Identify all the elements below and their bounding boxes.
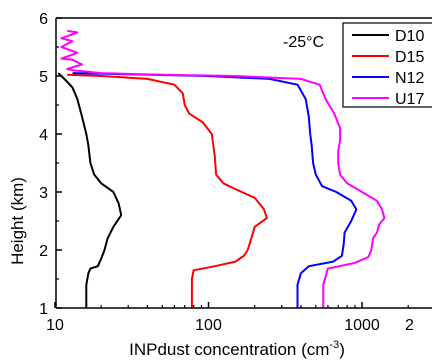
y-tick-label: 5 — [39, 69, 48, 86]
y-tick-label: 2 — [39, 243, 48, 260]
series-line-D15 — [67, 73, 268, 308]
x-tick-label: 1000 — [344, 317, 380, 334]
legend-label-U17: U17 — [395, 91, 424, 108]
y-tick-label: 4 — [39, 127, 48, 144]
y-tick-label: 6 — [39, 11, 48, 28]
series-line-U17 — [60, 29, 386, 308]
legend-label-D10: D10 — [395, 28, 424, 45]
x-tick-label-partial: 2 — [405, 317, 414, 334]
y-axis-title: Height (km) — [8, 177, 27, 265]
y-tick-label: 1 — [39, 301, 48, 318]
x-axis-title: INPdust concentration (cm-3) — [129, 339, 345, 359]
series-line-N12 — [72, 72, 358, 308]
temperature-annotation: -25°C — [283, 34, 324, 51]
x-axis-title-main: INPdust concentration (cm — [129, 340, 329, 359]
x-tick-label: 100 — [195, 317, 222, 334]
legend: D10 D15 N12 U17 — [342, 22, 432, 108]
series-line-D10 — [57, 72, 123, 308]
legend-label-N12: N12 — [395, 70, 424, 87]
legend-label-D15: D15 — [395, 49, 424, 66]
y-axis-title-group: Height (km) — [8, 177, 27, 265]
plot-area: 1 2 3 4 5 6 10 100 1000 2 D10 D15 N12 U17 — [39, 11, 432, 334]
x-tick-label: 10 — [46, 317, 64, 334]
y-tick-label: 3 — [39, 185, 48, 202]
x-axis-title-superscript: -3 — [329, 339, 339, 351]
x-axis-title-end: ) — [339, 340, 345, 359]
legend-box — [342, 22, 432, 108]
